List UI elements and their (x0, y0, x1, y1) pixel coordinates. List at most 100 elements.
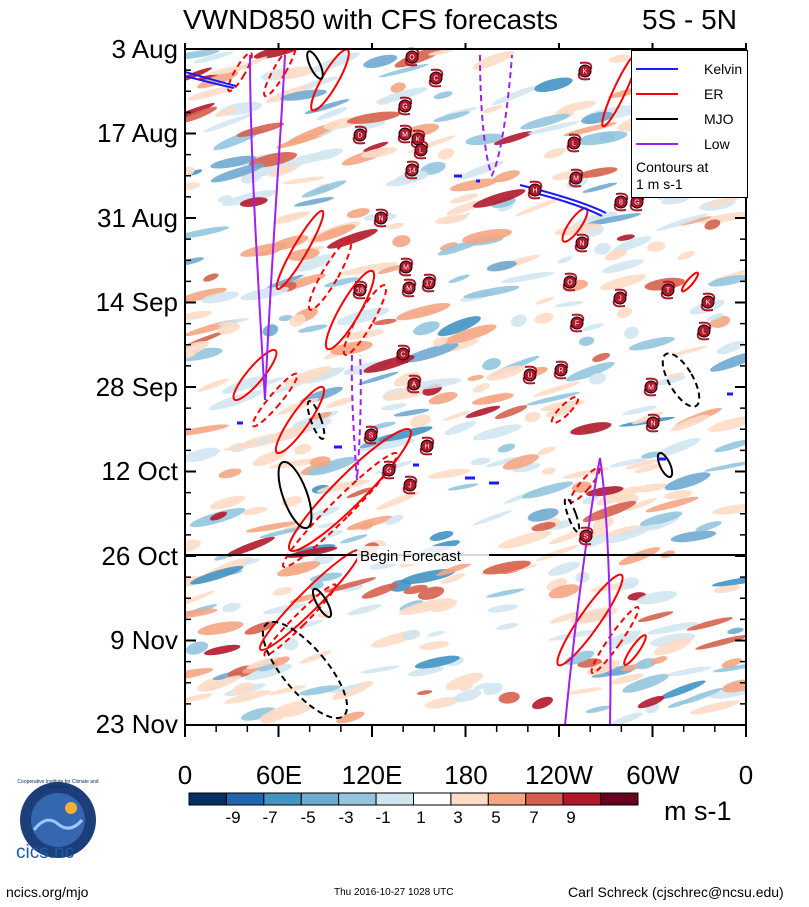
negative-anomaly (486, 260, 517, 272)
y-tick-label: 26 Oct (101, 541, 178, 571)
colorbar-unit: m s-1 (664, 796, 732, 826)
negative-anomaly (482, 358, 501, 371)
negative-anomaly (244, 663, 293, 681)
negative-anomaly (496, 623, 519, 630)
er-contour (227, 51, 253, 93)
negative-anomaly (317, 522, 339, 529)
positive-anomaly (377, 264, 405, 274)
positive-anomaly (450, 193, 479, 204)
positive-anomaly (689, 700, 740, 715)
storm-label: M (403, 265, 409, 272)
negative-anomaly (433, 111, 470, 122)
storm-marker: C (395, 344, 411, 364)
colorbar-swatch (263, 792, 302, 806)
negative-anomaly (330, 683, 362, 694)
colorbar-swatch (225, 792, 265, 806)
positive-anomaly (396, 303, 451, 321)
negative-anomaly (395, 170, 428, 183)
positive-anomaly (265, 84, 316, 103)
negative-anomaly (222, 602, 241, 613)
storm-arm (400, 257, 414, 266)
negative-anomaly (185, 641, 209, 655)
positive-anomaly (363, 141, 389, 152)
storm-arm (352, 136, 366, 145)
storm-marker: K (577, 61, 593, 81)
storm-arm (406, 160, 420, 169)
negative-anomaly (643, 523, 663, 530)
positive-anomaly (546, 405, 573, 418)
positive-anomaly (373, 318, 397, 326)
positive-anomaly (672, 346, 707, 356)
er-contour (307, 239, 353, 311)
positive-anomaly (210, 495, 246, 510)
legend-label: Kelvin (704, 61, 743, 77)
legend-label: MJO (704, 111, 734, 127)
y-tick-label: 31 Aug (97, 203, 178, 233)
positive-anomaly (548, 584, 580, 599)
storm-center (407, 377, 421, 391)
negative-anomaly (429, 530, 454, 541)
storm-label: M (402, 132, 408, 139)
negative-anomaly (427, 630, 445, 637)
negative-anomaly (655, 437, 701, 458)
negative-anomaly (613, 236, 652, 252)
positive-anomaly (695, 634, 746, 650)
negative-anomaly (582, 182, 618, 193)
negative-anomaly (709, 350, 746, 372)
storm-arm (696, 332, 710, 341)
storm-marker: N (373, 208, 389, 228)
positive-anomaly (244, 621, 276, 635)
storm-arm (574, 244, 588, 253)
positive-anomaly (486, 365, 525, 381)
positive-anomaly (185, 539, 201, 554)
negative-anomaly (299, 685, 341, 696)
negative-anomaly (582, 495, 599, 505)
negative-anomaly (521, 481, 574, 499)
footer-timestamp: Thu 2016-10-27 1028 UTC (334, 887, 454, 898)
storm-arm (613, 203, 627, 212)
storm-label: N (579, 241, 584, 248)
positive-anomaly (472, 383, 490, 393)
storm-center (414, 143, 428, 157)
negative-anomaly (585, 705, 611, 713)
y-tick-label: 3 Aug (111, 34, 178, 64)
negative-anomaly (610, 712, 643, 725)
negative-anomaly (294, 197, 334, 207)
negative-anomaly (557, 256, 573, 264)
negative-anomaly (599, 131, 615, 142)
negative-anomaly (283, 638, 299, 651)
footer-left[interactable]: ncics.org/mjo (6, 884, 89, 900)
negative-anomaly (706, 313, 724, 321)
negative-anomaly (716, 341, 745, 355)
positive-anomaly (289, 593, 318, 604)
x-tick-label: 0 (738, 760, 754, 790)
positive-anomaly (214, 107, 238, 117)
er-contour (680, 271, 700, 293)
positive-anomaly (596, 486, 642, 506)
positive-anomaly (543, 147, 566, 159)
positive-anomaly (257, 248, 280, 257)
storm-arm (529, 180, 543, 189)
positive-anomaly (277, 561, 321, 577)
positive-anomaly (686, 617, 733, 631)
negative-anomaly (664, 472, 711, 491)
y-tick-label: 12 Oct (101, 456, 178, 486)
negative-anomaly (606, 630, 642, 646)
storm-center (697, 324, 711, 338)
storm-label: S (584, 534, 589, 541)
positive-anomaly (650, 656, 668, 665)
storm-arm (403, 278, 417, 287)
storm-arm (615, 192, 629, 201)
positive-anomaly (592, 516, 614, 530)
storm-center (420, 439, 434, 453)
negative-anomaly (185, 49, 220, 60)
positive-anomaly (592, 352, 610, 362)
negative-anomaly (622, 673, 669, 693)
positive-anomaly (346, 487, 373, 499)
storm-arm (408, 374, 422, 383)
storm-label: C (433, 76, 438, 83)
storm-arm (395, 355, 409, 364)
negative-anomaly (472, 682, 490, 691)
negative-anomaly (628, 336, 675, 351)
positive-anomaly (471, 393, 514, 405)
